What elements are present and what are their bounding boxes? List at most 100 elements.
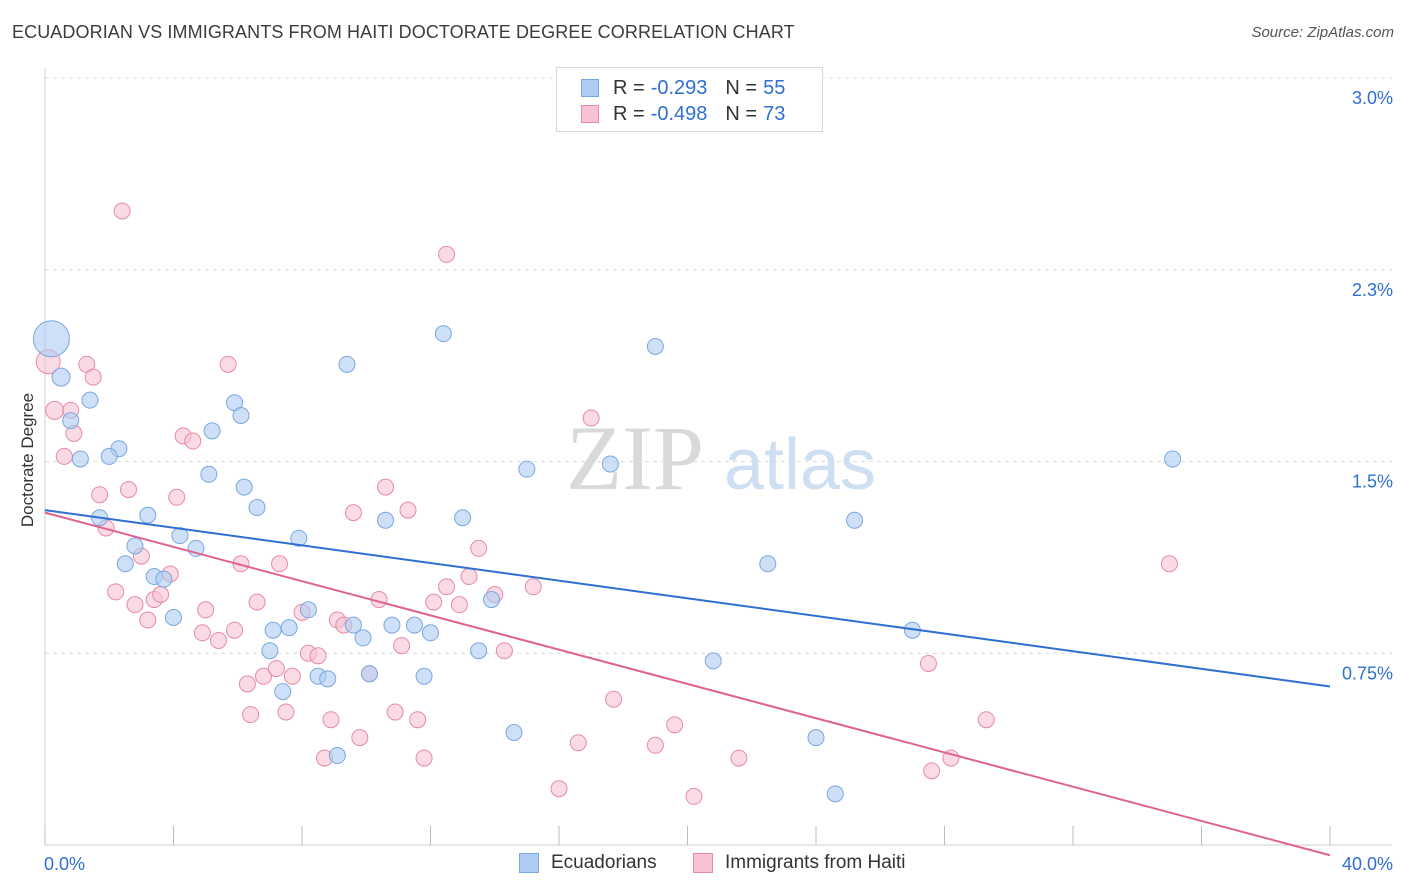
- haiti-point: [184, 432, 202, 450]
- haiti-point: [344, 504, 362, 522]
- ecuadorian-point: [81, 391, 99, 409]
- haiti-point: [45, 400, 65, 420]
- ecuadorian-point: [646, 337, 664, 355]
- haiti-point: [197, 601, 215, 619]
- haiti-point: [168, 488, 186, 506]
- haiti-point: [569, 734, 587, 752]
- ecuadorian-point: [422, 624, 439, 642]
- y-tick-label: 2.3%: [1352, 280, 1393, 300]
- y-axis-label: Doctorate Degree: [18, 393, 37, 527]
- haiti-point: [377, 478, 395, 496]
- bottom-legend-haiti: Immigrants from Haiti: [693, 852, 906, 874]
- x-tick-label: 40.0%: [1342, 854, 1393, 874]
- y-tick-label: 0.75%: [1342, 663, 1393, 683]
- legend-n-value: 73: [763, 102, 786, 125]
- ecuadorian-point: [601, 455, 619, 473]
- bottom-legend-swatch-pink: [693, 853, 713, 873]
- tick-labels: 0.75% 1.5% 2.3% 3.0% 0.0% 40.0%: [44, 88, 1393, 874]
- ecuadorian-point: [165, 608, 182, 626]
- ecuadorian-point: [454, 509, 472, 527]
- haiti-point: [438, 578, 456, 596]
- watermark: ZIP atlas: [566, 407, 876, 509]
- haiti-point: [139, 611, 157, 629]
- haiti-point: [393, 637, 411, 655]
- ecuadorian-point: [232, 406, 250, 424]
- haiti-point: [271, 555, 289, 573]
- bottom-legend-label: Immigrants from Haiti: [725, 852, 906, 873]
- haiti-point: [919, 654, 937, 672]
- haiti-point: [582, 409, 600, 427]
- haiti-point: [322, 711, 340, 729]
- haiti-point: [470, 539, 488, 557]
- legend-n-value: 55: [763, 76, 786, 99]
- legend-swatch-blue: [581, 79, 599, 97]
- haiti-point: [425, 593, 443, 611]
- haiti-point: [685, 787, 703, 805]
- bottom-legend-ecuadorians: Ecuadorians: [519, 852, 657, 874]
- ecuadorian-point: [759, 555, 777, 573]
- ecuadorian-point: [248, 499, 266, 517]
- ecuadorian-point: [405, 616, 423, 634]
- legend-r-label: R =: [613, 76, 645, 99]
- haiti-point: [254, 667, 272, 685]
- ecuadorian-point: [200, 465, 218, 483]
- haiti-point: [107, 583, 125, 601]
- haiti-point: [84, 368, 102, 386]
- ecuadorian-point: [264, 621, 282, 639]
- haiti-point: [460, 568, 478, 586]
- trend-lines: [44, 509, 1331, 857]
- chart-title: ECUADORIAN VS IMMIGRANTS FROM HAITI DOCT…: [12, 22, 795, 42]
- haiti-point: [91, 486, 109, 504]
- haiti-point: [409, 711, 427, 729]
- bottom-legend-label: Ecuadorians: [551, 852, 657, 873]
- ecuadorian-point: [483, 591, 501, 609]
- haiti-point: [495, 642, 513, 660]
- legend-r-value: -0.293: [650, 76, 708, 99]
- ecuadorian-point: [274, 683, 292, 701]
- haiti-point: [55, 447, 73, 465]
- haiti-point: [550, 780, 568, 798]
- haiti-point: [399, 501, 417, 519]
- ecuadorian-point: [290, 529, 308, 547]
- ecuadorian-point: [116, 555, 134, 573]
- haiti-point: [646, 736, 664, 754]
- ecuadorian-point: [846, 511, 864, 529]
- ecuadorian-point: [203, 422, 221, 440]
- haiti-point: [209, 631, 227, 649]
- ecuadorian-point: [354, 629, 372, 647]
- haiti-point: [309, 647, 327, 665]
- ecuadorian-point: [470, 642, 488, 660]
- haiti-point: [242, 706, 260, 724]
- haiti-point: [386, 703, 404, 721]
- haiti-point: [524, 578, 542, 596]
- haiti-point: [283, 667, 301, 685]
- ecuadorian-point: [704, 652, 722, 670]
- haiti-point: [193, 624, 211, 642]
- haiti-point: [605, 690, 623, 708]
- ecuadorian-point: [100, 447, 118, 465]
- haiti-point: [923, 762, 941, 780]
- ecuadorian-point: [71, 450, 89, 468]
- haiti-point: [1160, 555, 1178, 573]
- legend-row-haiti: R = -0.498 N = 73: [581, 101, 785, 127]
- legend-swatch-pink: [581, 105, 599, 123]
- ecuadorian-point: [32, 320, 70, 358]
- legend-n-label: N =: [725, 76, 758, 99]
- haiti-point: [226, 621, 244, 639]
- haiti-point: [351, 729, 369, 747]
- ecuadorian-point: [1164, 450, 1182, 468]
- haiti-point: [152, 585, 170, 603]
- haiti-point: [248, 593, 266, 611]
- ecuadorian-point: [280, 619, 298, 637]
- legend-r-label: R =: [613, 102, 645, 125]
- y-tick-label: 3.0%: [1352, 88, 1393, 108]
- ecuadorian-point: [518, 460, 536, 478]
- haiti-point: [238, 675, 256, 693]
- ecuadorian-point: [383, 616, 401, 634]
- ecuadorian-point: [139, 506, 157, 524]
- y-tick-label: 1.5%: [1352, 472, 1393, 492]
- axes: [44, 68, 1392, 846]
- legend-r-value: -0.498: [650, 102, 708, 125]
- ecuadorian-point: [826, 785, 844, 803]
